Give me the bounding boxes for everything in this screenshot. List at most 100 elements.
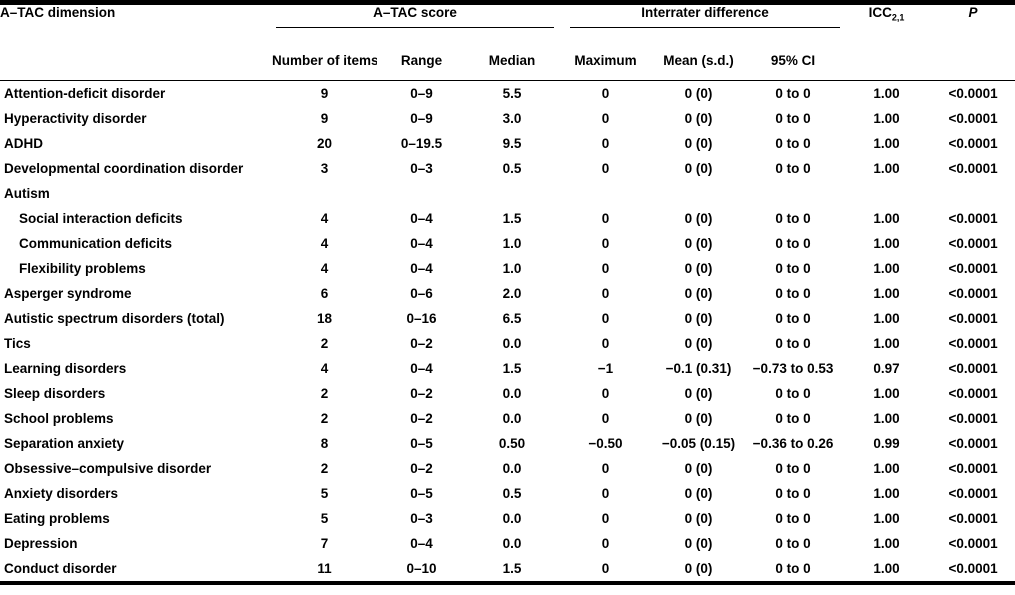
value-cell: 0.0: [502, 511, 522, 526]
value-cell: −0.50: [588, 436, 623, 451]
value-cell: 7: [320, 536, 329, 551]
value-cell: 1.00: [873, 311, 900, 326]
value-cell: 0: [601, 486, 610, 501]
dimension-cell: Attention-deficit disorder: [4, 86, 166, 101]
value-cell: 1.00: [873, 111, 900, 126]
table-row: Separation anxiety 8 0–5 0.50 −0.50 −0.05 (0.…: [0, 431, 1015, 456]
value-cell: 0 to 0: [775, 286, 811, 301]
dimension-cell: School problems: [4, 411, 114, 426]
dimension-cell: Social interaction deficits: [19, 211, 183, 226]
value-cell: <0.0001: [948, 86, 998, 101]
value-cell: 0: [601, 261, 610, 276]
value-cell: 1.00: [873, 86, 900, 101]
value-cell: 2: [320, 386, 329, 401]
value-cell: 9: [320, 111, 329, 126]
value-cell: 1.5: [502, 561, 522, 576]
value-cell: <0.0001: [948, 486, 998, 501]
value-cell: 0–3: [410, 161, 433, 176]
dimension-cell: Eating problems: [4, 511, 110, 526]
value-cell: <0.0001: [948, 361, 998, 376]
value-cell: 6.5: [502, 311, 522, 326]
value-cell: 1.00: [873, 286, 900, 301]
value-cell: <0.0001: [948, 561, 998, 576]
column-group-atac-score: A–TAC score: [272, 3, 558, 44]
value-cell: 0–2: [410, 386, 433, 401]
value-cell: 0–3: [410, 511, 433, 526]
table-row: Tics 2 0–2 0.0 0 0 (0) 0 to 0 1.00 <0.0001: [0, 331, 1015, 356]
value-cell: 0 to 0: [775, 511, 811, 526]
value-cell: 6: [320, 286, 329, 301]
dimension-cell: Obsessive–compulsive disorder: [4, 461, 212, 476]
value-cell: −0.1 (0.31): [665, 361, 732, 376]
value-cell: 0 (0): [684, 486, 713, 501]
table-row: ADHD 20 0–19.5 9.5 0 0 (0) 0 to 0 1.00 <0.0001: [0, 131, 1015, 156]
value-cell: 0 (0): [684, 461, 713, 476]
value-cell: <0.0001: [948, 461, 998, 476]
value-cell: 5.5: [502, 86, 522, 101]
value-cell: 1.0: [502, 261, 522, 276]
value-cell: [931, 181, 1015, 206]
column-header-p: P: [931, 2, 1015, 81]
value-cell: 9.5: [502, 136, 522, 151]
value-cell: 0: [601, 136, 610, 151]
value-cell: 1.00: [873, 211, 900, 226]
value-cell: 3: [320, 161, 329, 176]
value-cell: 0–2: [410, 336, 433, 351]
value-cell: 0: [601, 286, 610, 301]
value-cell: 0: [601, 161, 610, 176]
value-cell: 0–2: [410, 461, 433, 476]
value-cell: 0 to 0: [775, 236, 811, 251]
value-cell: 0 (0): [684, 286, 713, 301]
value-cell: 0–9: [410, 86, 433, 101]
table-row: Depression 7 0–4 0.0 0 0 (0) 0 to 0 1.00 <0.0001: [0, 531, 1015, 556]
value-cell: 1.5: [502, 361, 522, 376]
dimension-cell: Asperger syndrome: [4, 286, 132, 301]
value-cell: <0.0001: [948, 436, 998, 451]
table-row: Asperger syndrome 6 0–6 2.0 0 0 (0) 0 to 0 1.00…: [0, 281, 1015, 306]
table-row: Learning disorders 4 0–4 1.5 −1 −0.1 (0.31) −0…: [0, 356, 1015, 381]
value-cell: 3.0: [502, 111, 522, 126]
value-cell: 0.0: [502, 536, 522, 551]
value-cell: 4: [320, 361, 329, 376]
column-header-dimension: A–TAC dimension: [0, 2, 272, 81]
table-row: Developmental coordination disorder 3 0–3 0…: [0, 156, 1015, 181]
value-cell: <0.0001: [948, 111, 998, 126]
value-cell: [744, 181, 842, 206]
table-row: Conduct disorder 11 0–10 1.5 0 0 (0) 0 to 0 1.0…: [0, 556, 1015, 583]
value-cell: 0–4: [410, 361, 433, 376]
table-row: Autistic spectrum disorders (total) 18 0–1…: [0, 306, 1015, 331]
dimension-cell: Sleep disorders: [4, 386, 106, 401]
value-cell: 0 to 0: [775, 411, 811, 426]
value-cell: 0 to 0: [775, 261, 811, 276]
value-cell: <0.0001: [948, 311, 998, 326]
column-header-range: Range: [377, 43, 466, 81]
value-cell: 5: [320, 511, 329, 526]
value-cell: 20: [316, 136, 333, 151]
value-cell: 0 (0): [684, 86, 713, 101]
value-cell: 1.00: [873, 411, 900, 426]
value-cell: [558, 181, 653, 206]
icc-subscript: 2,1: [891, 12, 905, 23]
table-row: Social interaction deficits 4 0–4 1.5 0 0 (0)…: [0, 206, 1015, 231]
value-cell: 1.00: [873, 511, 900, 526]
value-cell: 0–4: [410, 211, 433, 226]
value-cell: 0 (0): [684, 136, 713, 151]
value-cell: 4: [320, 211, 329, 226]
value-cell: 0.0: [502, 411, 522, 426]
value-cell: 0: [601, 386, 610, 401]
value-cell: 0–10: [406, 561, 437, 576]
value-cell: <0.0001: [948, 536, 998, 551]
dimension-cell: Tics: [4, 336, 31, 351]
value-cell: [466, 181, 558, 206]
table-header: A–TAC dimension A–TAC score Interrater d…: [0, 2, 1015, 81]
group-label-atac-score: A–TAC score: [276, 5, 554, 28]
value-cell: <0.0001: [948, 236, 998, 251]
value-cell: 0 (0): [684, 336, 713, 351]
value-cell: 0 to 0: [775, 336, 811, 351]
value-cell: 1.00: [873, 336, 900, 351]
value-cell: 2.0: [502, 286, 522, 301]
value-cell: −0.36 to 0.26: [752, 436, 834, 451]
dimension-cell: Developmental coordination disorder: [4, 161, 244, 176]
value-cell: 0 to 0: [775, 461, 811, 476]
dimension-cell: Conduct disorder: [4, 561, 117, 576]
